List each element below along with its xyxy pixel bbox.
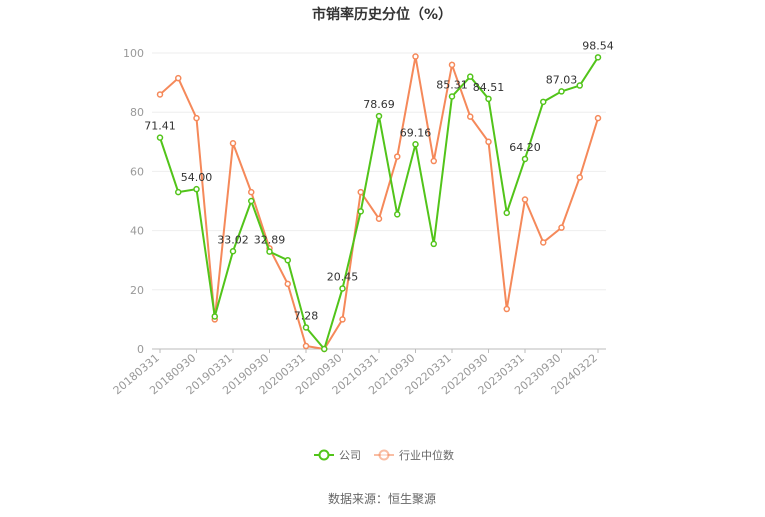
legend[interactable]: 公司 行业中位数 (314, 448, 454, 462)
grid (152, 52, 606, 291)
data-label: 85.31 (436, 78, 468, 91)
data-labels: 71.41 54.00 33.02 32.89 7.28 20.45 78.69 69.16 8… (144, 39, 614, 322)
data-point-0 (394, 211, 401, 218)
data-label: 78.69 (363, 98, 395, 111)
data-point-1 (284, 280, 291, 288)
data-point-0 (175, 188, 182, 196)
data-point-1 (412, 53, 419, 60)
data-label: 64.20 (509, 141, 541, 154)
data-point-1 (229, 140, 237, 147)
data-label: 20.45 (327, 270, 359, 283)
data-point-1 (394, 153, 401, 160)
data-point-1 (540, 239, 547, 246)
series-layer (156, 53, 602, 353)
y-tick-label: 80 (130, 106, 144, 119)
data-label: 87.03 (546, 73, 578, 86)
data-point-0 (430, 240, 437, 248)
data-point-0 (248, 197, 255, 205)
data-label: 98.54 (582, 39, 614, 52)
data-point-0 (339, 285, 346, 292)
y-tick-label: 60 (130, 165, 144, 178)
data-point-1 (558, 224, 565, 231)
data-point-1 (248, 188, 255, 196)
data-point-0 (467, 73, 474, 80)
data-point-1 (594, 114, 602, 122)
data-point-0 (357, 208, 364, 215)
legend-marker (318, 449, 330, 461)
data-point-0 (503, 209, 510, 217)
data-point-1 (485, 138, 492, 146)
y-tick-label: 20 (130, 284, 144, 297)
data-point-1 (156, 91, 164, 98)
data-point-0 (284, 256, 291, 264)
data-label: 33.02 (217, 233, 249, 246)
data-point-1 (467, 113, 474, 120)
data-point-1 (448, 61, 456, 69)
data-point-1 (357, 188, 364, 196)
data-point-1 (521, 196, 529, 203)
data-point-0 (156, 134, 164, 141)
legend-marker (378, 449, 390, 461)
data-point-0 (594, 54, 602, 61)
data-point-0 (448, 93, 456, 100)
data-point-1 (375, 215, 383, 223)
data-point-0 (321, 345, 328, 353)
source-note: 数据来源：恒生聚源 (328, 491, 436, 506)
data-point-0 (302, 324, 310, 331)
y-tick-label: 0 (137, 343, 144, 356)
data-point-0 (211, 313, 218, 320)
legend-item-1[interactable]: 行业中位数 (374, 448, 454, 462)
data-point-1 (339, 316, 346, 323)
data-point-0 (576, 82, 583, 89)
data-label: 54.00 (181, 171, 213, 184)
data-point-0 (558, 88, 565, 95)
legend-label: 公司 (339, 449, 361, 462)
data-point-1 (576, 174, 583, 181)
data-point-1 (430, 157, 437, 165)
data-point-1 (302, 342, 310, 350)
data-point-0 (229, 248, 237, 255)
data-label: 69.16 (400, 126, 432, 139)
y-tick-label: 40 (130, 225, 144, 238)
data-point-0 (266, 248, 273, 255)
data-label: 32.89 (254, 234, 286, 247)
data-point-0 (540, 98, 547, 106)
data-point-0 (193, 185, 200, 193)
chart-title: 市销率历史分位（%） (312, 6, 452, 23)
data-point-0 (485, 95, 492, 103)
data-label: 7.28 (294, 309, 319, 322)
data-point-0 (412, 141, 419, 148)
data-point-0 (375, 112, 383, 120)
data-point-1 (503, 305, 510, 313)
data-point-0 (521, 155, 529, 163)
legend-item-0[interactable]: 公司 (314, 449, 361, 462)
data-point-1 (193, 114, 200, 122)
data-label: 71.41 (144, 120, 176, 133)
data-point-1 (175, 74, 182, 82)
legend-label: 行业中位数 (399, 448, 454, 462)
y-tick-label: 100 (123, 47, 144, 60)
data-label: 84.51 (473, 81, 505, 94)
